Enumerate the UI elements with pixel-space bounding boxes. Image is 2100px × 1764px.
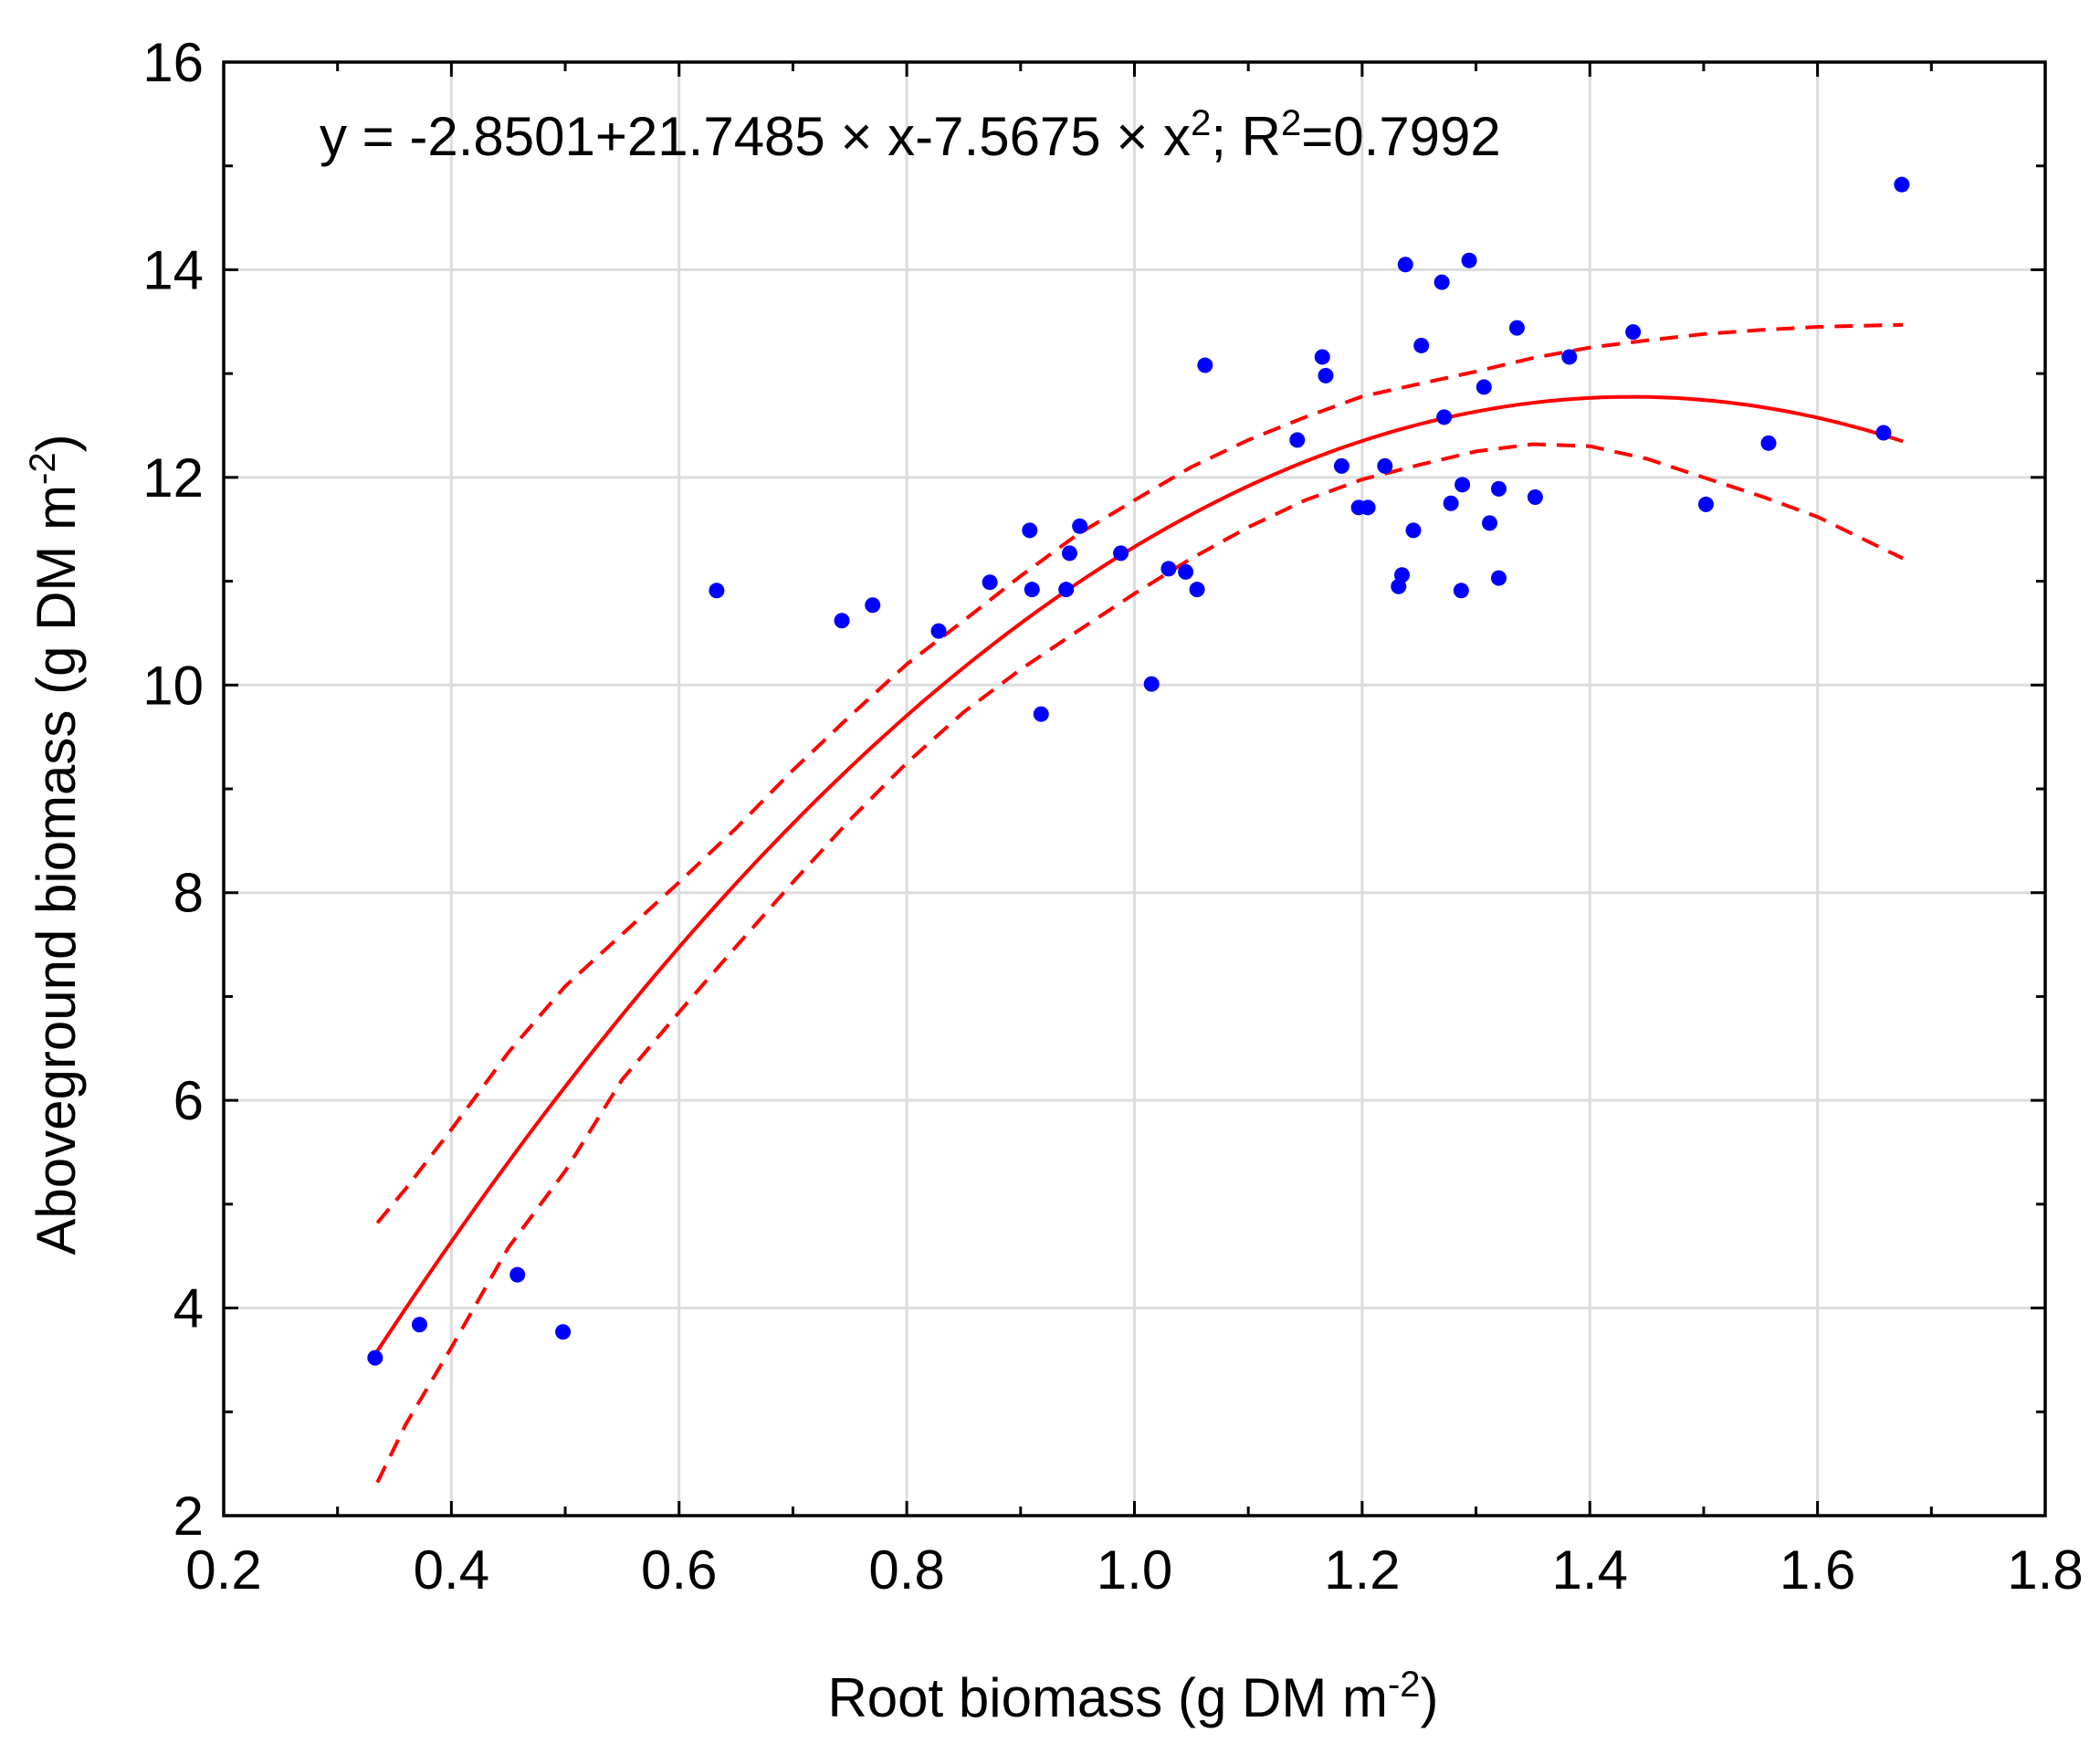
x-tick-labels: 0.2 0.4 0.6 0.8 1.0 1.2 1.4 1.6 1.8 [185, 1539, 2083, 1601]
data-point [1413, 337, 1430, 353]
y-tick-label: 4 [173, 1278, 204, 1339]
data-point [1461, 252, 1477, 268]
data-point [865, 597, 881, 614]
regression-curve-group [375, 394, 1904, 1352]
x-tick-label: 1.0 [1097, 1539, 1172, 1601]
data-points [367, 176, 1910, 1366]
data-point [1436, 409, 1453, 425]
x-tick-label: 1.8 [2007, 1539, 2083, 1601]
plot-area [222, 60, 2047, 1517]
data-point [1024, 582, 1040, 598]
data-point [1113, 545, 1129, 562]
y-tick-label: 6 [173, 1070, 204, 1131]
data-point [1033, 706, 1049, 722]
data-point [367, 1349, 383, 1366]
data-point [555, 1324, 572, 1340]
data-point [1072, 518, 1088, 534]
data-point [1433, 274, 1450, 290]
data-point [1318, 367, 1334, 383]
data-point [1197, 357, 1213, 373]
y-tick-label: 8 [173, 863, 204, 924]
y-tick-label: 2 [173, 1486, 204, 1547]
data-point [930, 623, 947, 639]
lower-confidence-line [375, 442, 1904, 1484]
data-point [1625, 324, 1642, 341]
y-tick-label: 12 [142, 447, 204, 509]
data-point [1482, 515, 1498, 531]
x-tick-label: 1.4 [1552, 1539, 1628, 1601]
data-point [1397, 257, 1413, 273]
data-point [1061, 545, 1077, 562]
data-point [1453, 583, 1469, 599]
data-point [1760, 435, 1777, 451]
data-point [1377, 457, 1393, 474]
data-point [1491, 480, 1507, 497]
x-tick-label: 0.8 [868, 1539, 944, 1601]
data-point [709, 583, 725, 599]
data-point [982, 574, 998, 591]
x-tick-label: 0.4 [414, 1539, 489, 1601]
y-tick-label: 10 [142, 655, 204, 716]
data-point [1160, 561, 1177, 577]
data-point [1697, 496, 1714, 512]
data-point [1058, 582, 1075, 598]
data-point [1333, 457, 1349, 474]
data-point [1314, 349, 1330, 365]
data-point [1143, 676, 1160, 692]
x-axis-title: Root biomass (g DM m-2) [827, 1664, 1438, 1728]
y-axis-title: Aboveground biomass (g DM m-2) [23, 434, 87, 1255]
confidence-band [375, 322, 1904, 1484]
data-point [1561, 349, 1578, 365]
gridlines [224, 62, 2045, 1516]
data-point [1491, 570, 1507, 586]
data-point [1894, 176, 1910, 193]
x-tick-label: 0.2 [185, 1539, 261, 1601]
data-point [1475, 379, 1492, 395]
data-point [1394, 567, 1411, 583]
data-point [1454, 477, 1471, 493]
data-point [1443, 495, 1459, 511]
y-tick-label: 14 [142, 239, 204, 300]
data-point [1405, 522, 1422, 539]
regression-equation: y = -2.8501+21.7485 × x-7.5675 × x2; R2=… [320, 103, 1501, 167]
data-point [1527, 488, 1543, 505]
x-tick-label: 0.6 [641, 1539, 717, 1601]
data-point [834, 613, 850, 629]
data-point [1508, 320, 1525, 336]
data-point [411, 1317, 427, 1333]
data-point [1875, 425, 1892, 441]
data-point [1178, 563, 1194, 580]
upper-confidence-line [375, 322, 1904, 1224]
regression-curve [375, 394, 1904, 1352]
data-point [1360, 499, 1376, 516]
y-tick-label: 16 [142, 32, 204, 93]
data-point [1189, 582, 1205, 598]
x-tick-label: 1.6 [1780, 1539, 1855, 1601]
data-point [1289, 432, 1306, 448]
y-tick-labels: 2 4 6 8 10 12 14 16 [142, 32, 204, 1547]
data-point [509, 1266, 526, 1283]
x-tick-label: 1.2 [1324, 1539, 1400, 1601]
data-point [1022, 522, 1038, 539]
